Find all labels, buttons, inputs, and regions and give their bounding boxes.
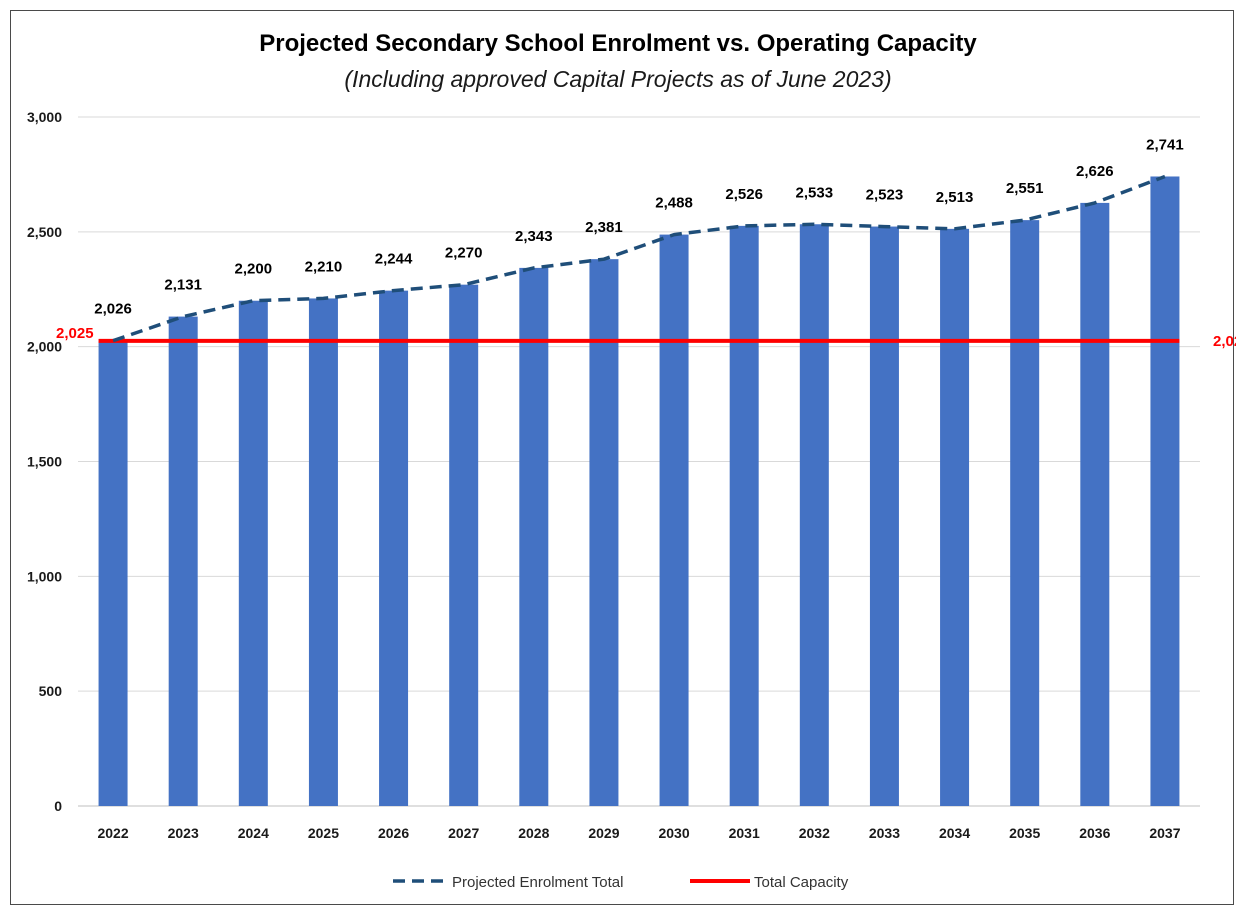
bar [238, 300, 268, 806]
data-label: 2,741 [1146, 136, 1184, 153]
y-tick-label: 2,000 [27, 339, 62, 355]
data-labels: 2,026 2,131 2,200 2,210 2,244 2,270 2,343 2,381… [56, 136, 1236, 349]
data-label: 2,200 [235, 261, 273, 278]
chart-subtitle: (Including approved Capital Projects as … [344, 66, 892, 92]
bar [379, 290, 409, 806]
bar [1010, 220, 1040, 806]
data-label: 2,131 [164, 277, 202, 294]
x-tick-label: 2034 [939, 825, 970, 841]
bar [308, 298, 338, 806]
x-tick-label: 2025 [308, 825, 339, 841]
x-tick-label: 2029 [588, 825, 619, 841]
bar [98, 340, 128, 806]
data-label: 2,513 [936, 189, 974, 206]
x-tick-label: 2031 [729, 825, 760, 841]
x-tick-label: 2027 [448, 825, 479, 841]
data-label: 2,210 [305, 258, 343, 275]
y-axis-ticks: 0 500 1,000 1,500 2,000 2,500 3,000 [27, 109, 62, 814]
bar [659, 234, 689, 806]
capacity-label-start: 2,025 [56, 325, 94, 342]
legend-label-projected: Projected Enrolment Total [452, 874, 623, 891]
x-tick-label: 2023 [168, 825, 199, 841]
bar [1080, 202, 1110, 807]
projected-enrolment-line [112, 174, 1166, 343]
bar [729, 225, 759, 806]
y-tick-label: 1,500 [27, 454, 62, 470]
data-label: 2,526 [725, 186, 763, 203]
data-label: 2,533 [796, 184, 834, 201]
data-label: 2,488 [655, 195, 693, 212]
data-label: 2,343 [515, 228, 553, 245]
bar [168, 316, 198, 806]
bar [449, 284, 479, 806]
x-tick-label: 2035 [1009, 825, 1040, 841]
y-tick-label: 500 [39, 683, 63, 699]
bar [799, 224, 829, 806]
bar [869, 226, 899, 806]
data-label: 2,381 [585, 219, 623, 236]
data-label: 2,270 [445, 245, 483, 262]
x-tick-label: 2030 [658, 825, 689, 841]
x-axis-ticks: 2022 2023 2024 2025 2026 2027 2028 2029 2030 2031… [97, 825, 1180, 841]
data-label: 2,551 [1006, 180, 1044, 197]
y-tick-label: 3,000 [27, 109, 62, 125]
data-label: 2,244 [375, 251, 413, 268]
x-tick-label: 2022 [97, 825, 128, 841]
y-tick-label: 0 [54, 798, 62, 814]
bar [1150, 176, 1180, 807]
bar [589, 259, 619, 806]
capacity-label-end: 2,025 [1213, 333, 1236, 350]
bar [940, 228, 970, 807]
legend-label-capacity: Total Capacity [754, 874, 849, 891]
legend: Projected Enrolment Total Total Capacity [393, 874, 849, 891]
lines [98, 174, 1180, 343]
bar [519, 267, 549, 806]
y-tick-label: 2,500 [27, 224, 62, 240]
x-tick-label: 2028 [518, 825, 549, 841]
data-label: 2,626 [1076, 163, 1114, 180]
chart-title: Projected Secondary School Enrolment vs.… [259, 30, 977, 57]
data-label: 2,026 [94, 301, 132, 318]
bars [98, 176, 1180, 807]
x-tick-label: 2032 [799, 825, 830, 841]
x-tick-label: 2024 [238, 825, 269, 841]
x-tick-label: 2033 [869, 825, 900, 841]
x-tick-label: 2037 [1149, 825, 1180, 841]
x-tick-label: 2026 [378, 825, 409, 841]
y-tick-label: 1,000 [27, 568, 62, 584]
data-label: 2,523 [866, 187, 904, 204]
x-tick-label: 2036 [1079, 825, 1110, 841]
